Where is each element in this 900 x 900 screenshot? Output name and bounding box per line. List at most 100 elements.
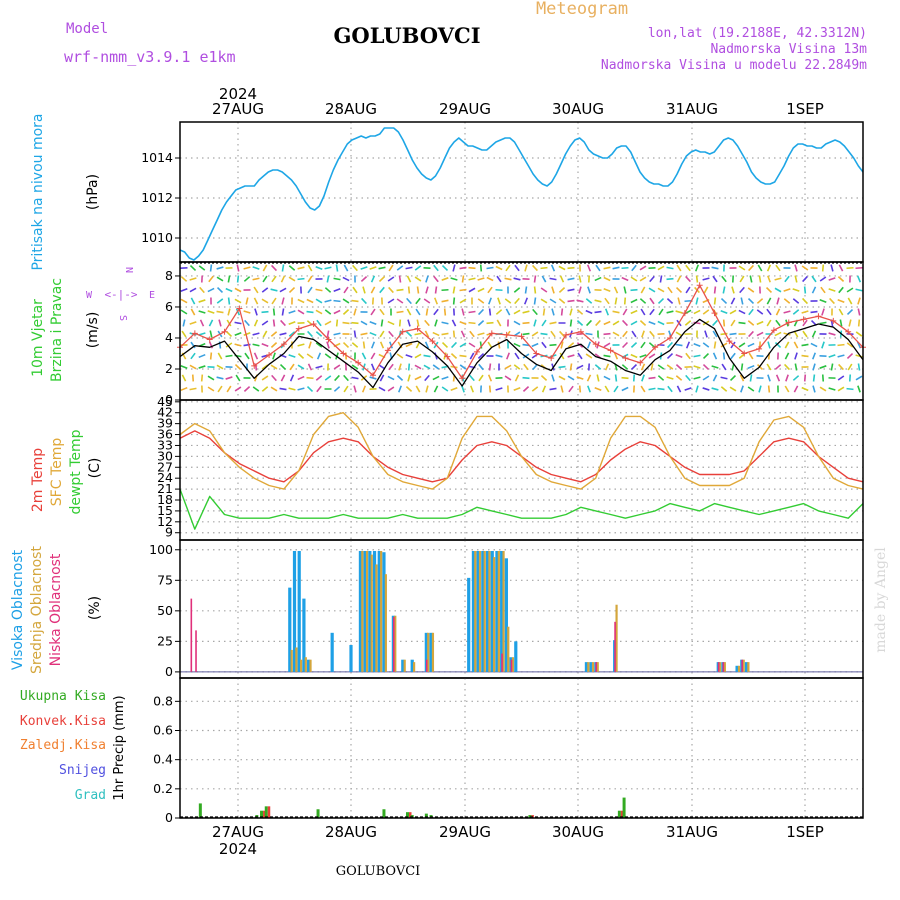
wind-arrow [217,385,223,393]
precip-total-bar [406,812,409,818]
sfc-temp-line [179,412,864,490]
wind-arrow [550,264,556,272]
wind-arrow [803,374,807,382]
wind-arrow [433,385,439,393]
gust-marker [681,310,688,317]
wind-arrow [666,352,674,360]
wind-arrow [622,308,628,316]
wind-arrow [846,387,854,391]
gust-marker [251,362,258,369]
cloud-mid-bar [309,659,312,672]
cloud-low-bar [510,659,513,672]
wind-arrow [650,363,654,371]
wind-arrow [496,275,502,283]
wind-arrow [207,287,215,293]
cloud-mid-bar [737,665,741,672]
lonlat-label: lon,lat (19.2188E, 42.3312N) [648,26,867,41]
gust-marker [815,313,822,320]
wind-arrow [199,286,205,294]
wind-arrow [441,277,449,281]
wind-arrow [414,332,422,336]
wind-arrow [846,266,854,270]
cloud-high-bar [495,550,499,672]
wind-arrow [532,363,538,371]
wind-arrow [234,287,242,293]
wind-arrow [315,342,323,348]
wind-arrow [495,309,503,315]
wind-arrow [216,298,224,304]
wind-arrow [577,352,583,360]
wind-arrow [614,297,618,305]
wind-arrow [379,308,385,316]
wind-arrow [488,297,492,305]
wind-arrow [477,320,485,326]
wind-arrow [407,363,411,371]
wind-arrow [675,331,683,337]
wind-arrow [405,342,413,348]
gust-marker [622,355,629,362]
wind-arrow [505,264,511,272]
wind-arrow [208,275,214,283]
precip-total-bar [260,810,264,818]
wind-arrow [793,341,799,349]
wind-arrow [558,365,566,369]
wind-arrow [316,319,322,327]
wind-arrow [531,342,539,348]
wind-arrow [378,275,386,283]
wind-arrow [316,352,322,360]
y-tick-label: 45 [157,394,173,409]
gust-marker [384,347,391,354]
wind-arrow [333,277,341,281]
wind-arrow [504,298,512,304]
wind-arrow [711,387,719,391]
wind-arrow [452,286,456,294]
wind-arrow [720,332,728,336]
wind-arrow [801,310,809,314]
wind-arrow [585,319,593,327]
y-tick-label: 4 [165,330,173,345]
wind-arrow [209,330,213,338]
cloud-mid-bar [591,662,595,672]
wind-arrow [722,319,726,327]
cloud-unit-label: (%) [87,596,103,620]
bottom-date-axis: 27AUG 28AUG 29AUG 30AUG 31AUG 1SEP [212,823,824,841]
cloud-high-bar [302,598,306,672]
cloud-mid-bar [507,626,510,672]
cloud-mid-bar [474,550,477,672]
wind-arrow [244,352,250,360]
wind-arrow [748,264,754,272]
wind-arrow [199,319,205,327]
wind-arrow [236,275,240,283]
wind-arrow [630,276,638,282]
compass-n: N [123,267,134,273]
wind-arrow [469,352,475,360]
wind-arrow [621,376,629,380]
wind-arrow [748,330,754,338]
wind-arrow [388,363,394,371]
wind-arrow [216,276,224,282]
wind-arrow [333,309,341,315]
wind-arrow [612,266,620,270]
wind-arrow [549,277,557,281]
wind-arrow [469,330,475,338]
cloud-mid-bar [488,550,491,672]
wind-arrow [190,297,196,305]
wind-arrow [450,341,458,349]
wind-arrow [198,365,206,369]
y-tick-label: 42 [157,405,173,420]
wind-arrow [676,275,682,283]
wind-arrow [522,321,530,325]
wind-arrow [522,386,530,392]
wind-arrow [766,363,772,371]
y-tick-label: 100 [149,542,173,557]
wind-arrow [630,309,638,315]
temp-side-label-2: SFC Temp [49,438,65,507]
wind-arrow [666,266,674,270]
wind-arrow [640,308,646,316]
wind-arrow [540,298,548,304]
wind-arrow [459,320,467,326]
compass-s: S [117,315,128,321]
wind-arrow [181,374,187,382]
wind-arrow [576,364,584,370]
wind-arrow [794,363,798,371]
